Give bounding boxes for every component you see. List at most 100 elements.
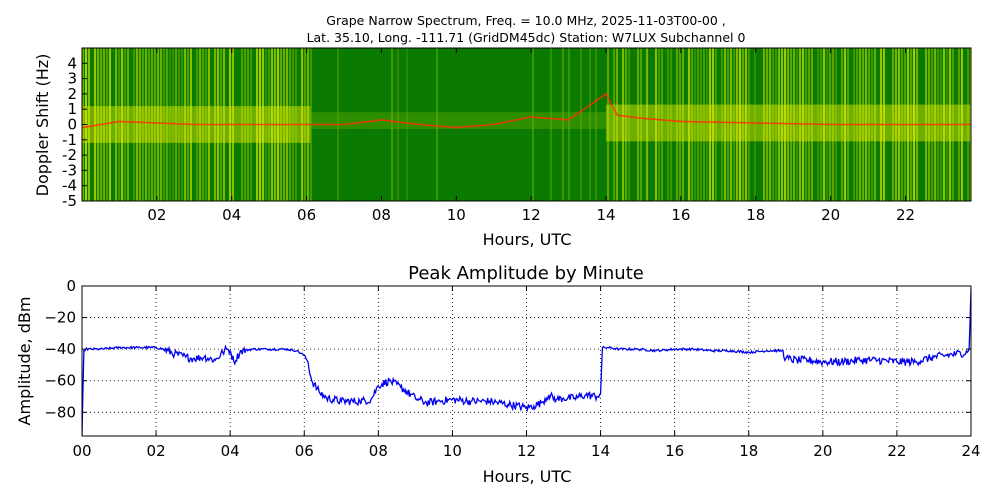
spectrogram-column (142, 48, 144, 201)
spectrogram-xtick-label: 14 (596, 206, 615, 224)
spectrogram-column (613, 48, 615, 201)
spectrogram-column (448, 48, 450, 201)
amplitude-xtick-label: 20 (813, 442, 832, 460)
spectrogram-column (586, 48, 588, 201)
spectrogram-column (139, 48, 141, 201)
spectrogram-column (151, 48, 153, 201)
amplitude-xtick-label: 00 (72, 442, 91, 460)
spectrogram-column (532, 48, 534, 201)
spectrogram-ytick-label: -2 (62, 146, 77, 164)
spectrogram-column (145, 48, 147, 201)
spectrogram-column (463, 48, 465, 201)
spectrogram-column (121, 48, 123, 201)
spectrogram-column (670, 48, 672, 201)
spectrogram-column (781, 48, 783, 201)
spectrogram-column (637, 48, 639, 201)
spectrogram-column (109, 48, 111, 201)
spectrogram-column (520, 48, 522, 201)
spectrogram-column (547, 48, 549, 201)
spectrogram-column (712, 48, 714, 201)
spectrogram-column (667, 48, 669, 201)
spectrogram-column (784, 48, 786, 201)
spectrogram-column (358, 48, 360, 201)
spectrogram-column (565, 48, 567, 201)
amplitude-ytick-label: −80 (44, 403, 76, 421)
spectrogram-column (439, 48, 441, 201)
spectrogram-column (391, 48, 393, 201)
spectrogram-column (433, 48, 435, 201)
spectrogram-column (436, 48, 438, 201)
spectrogram-column (472, 48, 474, 201)
spectrogram-column (373, 48, 375, 201)
spectrogram-column (679, 48, 681, 201)
spectrogram-column (553, 48, 555, 201)
spectrogram-column (628, 48, 630, 201)
spectrogram-column (397, 48, 399, 201)
spectrogram-column (130, 48, 132, 201)
spectrogram-column (691, 48, 693, 201)
spectrogram-column (751, 48, 753, 201)
spectrogram-column (724, 48, 726, 201)
spectrogram-column (685, 48, 687, 201)
amplitude-ticks: 00 02 04 06 08 10 12 14 16 18 20 22 24 0 −20 −40 −60 −80 (44, 277, 980, 460)
amplitude-xlabel: Hours, UTC (483, 467, 572, 486)
spectrogram-column (580, 48, 582, 201)
spectrogram-column (544, 48, 546, 201)
spectrogram-column (706, 48, 708, 201)
spectrogram-column (148, 48, 150, 201)
spectrogram-column (697, 48, 699, 201)
spectrogram-column (664, 48, 666, 201)
spectrogram-ytick-label: 3 (67, 70, 77, 88)
spectrogram-column (730, 48, 732, 201)
spectrogram-column (739, 48, 741, 201)
spectrogram-column (559, 48, 561, 201)
spectrogram-column (538, 48, 540, 201)
spectrogram-column (499, 48, 501, 201)
spectrogram-column (655, 48, 657, 201)
spectrogram-ytick-label: -5 (62, 192, 77, 210)
spectrogram-column (568, 48, 570, 201)
spectrogram-column (445, 48, 447, 201)
spectrogram-column (562, 48, 564, 201)
amplitude-xtick-label: 24 (961, 442, 980, 460)
spectrogram-xtick-label: 10 (447, 206, 466, 224)
spectrogram-column (772, 48, 774, 201)
spectrogram-column (589, 48, 591, 201)
spectrogram-column (406, 48, 408, 201)
spectrogram-column (400, 48, 402, 201)
spectrogram-column (385, 48, 387, 201)
amplitude-panel: Peak Amplitude by Minute 00 02 04 06 08 10 12 1… (15, 263, 981, 486)
spectrogram-column (634, 48, 636, 201)
spectrogram-column (718, 48, 720, 201)
spectrogram-column (736, 48, 738, 201)
spectrogram-column (709, 48, 711, 201)
spectrogram-column (529, 48, 531, 201)
spectrogram-column (526, 48, 528, 201)
spectrogram-column (106, 48, 108, 201)
spectrogram-column (382, 48, 384, 201)
spectrogram-xtick-label: 12 (522, 206, 541, 224)
amplitude-ytick-label: −20 (44, 309, 76, 327)
spectrogram-column (748, 48, 750, 201)
amplitude-xtick-label: 08 (369, 442, 388, 460)
spectrogram-column (451, 48, 453, 201)
spectrogram-column (94, 48, 96, 201)
spectrogram-column (160, 48, 162, 201)
spectrogram-column (703, 48, 705, 201)
spectrogram-column (754, 48, 756, 201)
spectrogram-ytick-label: 4 (67, 54, 77, 72)
spectrogram-column (601, 48, 603, 201)
amplitude-xtick-label: 02 (147, 442, 166, 460)
spectrogram-column (727, 48, 729, 201)
spectrogram-column (715, 48, 717, 201)
spectrogram-ylabel: Doppler Shift (Hz) (33, 54, 52, 197)
spectrogram-column (640, 48, 642, 201)
spectrogram-ytick-label: -1 (62, 131, 77, 149)
spectrogram-column (352, 48, 354, 201)
spectrogram-column (631, 48, 633, 201)
spectrogram-column (118, 48, 120, 201)
spectrogram-column (163, 48, 165, 201)
spectrogram-column (556, 48, 558, 201)
amplitude-ylabel: Amplitude, dBm (15, 297, 34, 426)
spectrogram-column (583, 48, 585, 201)
